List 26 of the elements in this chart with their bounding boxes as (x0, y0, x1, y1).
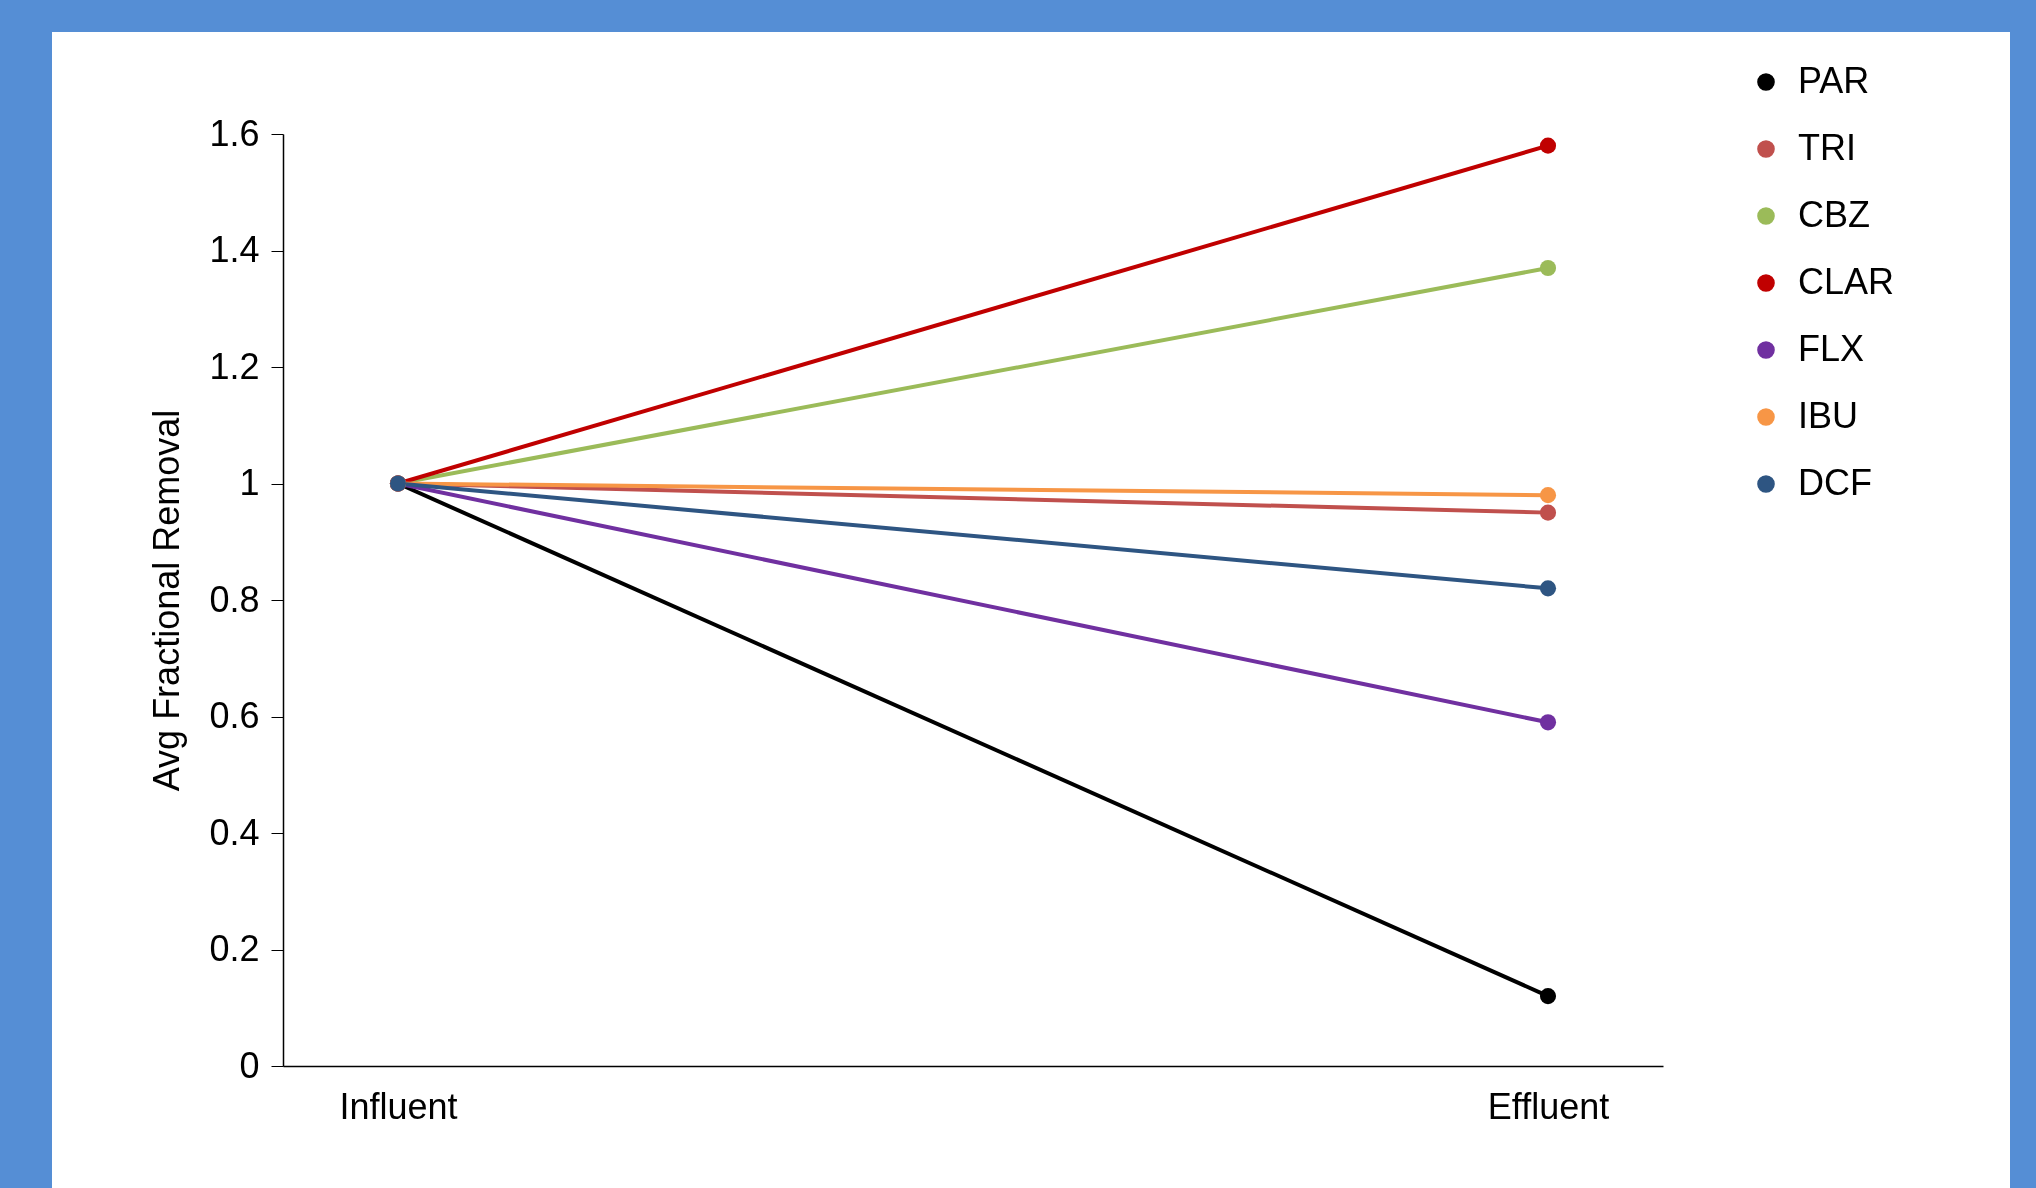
legend-label: PAR (1798, 60, 1870, 101)
y-axis-title: Avg Fractional Removal (146, 409, 188, 792)
y-tick-label: 0.2 (209, 928, 260, 969)
y-tick-label: 1.6 (209, 112, 260, 154)
y-tick-label: 0.8 (209, 578, 260, 620)
y-tick-label: 0.4 (209, 811, 260, 853)
point (1539, 137, 1557, 154)
y-tick-label: 0.6 (209, 695, 260, 736)
x-tick-label: Effluent (1487, 1085, 1610, 1127)
y-tick-label: 1.2 (209, 345, 260, 387)
point (1539, 259, 1557, 277)
point (1539, 988, 1557, 1005)
point (1539, 714, 1557, 731)
point (1539, 504, 1557, 521)
legend-label: CLAR (1798, 261, 1895, 302)
legend-label: DCF (1798, 462, 1872, 503)
legend-label: TRI (1798, 127, 1856, 168)
legend-label: IBU (1798, 395, 1859, 436)
y-tick-label: 0 (239, 1044, 260, 1086)
legend-label: CBZ (1798, 194, 1870, 235)
point (1539, 487, 1557, 504)
legend-label: FLX (1798, 328, 1865, 369)
point (1539, 580, 1557, 597)
y-tick-label: 1.4 (209, 229, 260, 270)
y-tick-label: 1 (239, 462, 260, 503)
x-tick-label: Influent (339, 1085, 458, 1127)
